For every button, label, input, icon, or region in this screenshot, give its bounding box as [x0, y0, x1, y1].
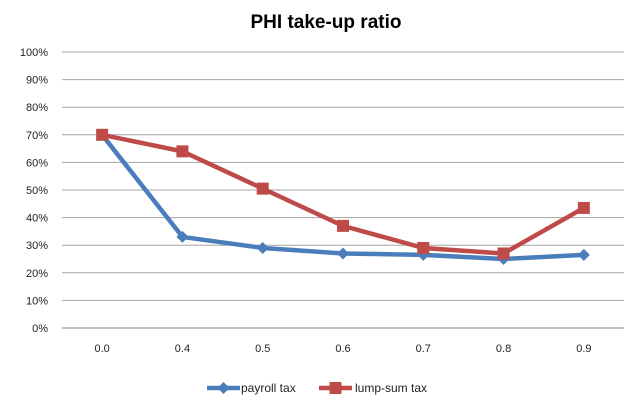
- chart-title: PHI take-up ratio: [251, 12, 402, 33]
- legend-marker: [329, 382, 342, 394]
- data-point: [256, 182, 269, 195]
- y-tick-label: 90%: [26, 75, 48, 87]
- legend-marker: [217, 382, 230, 394]
- y-tick-label: 0%: [32, 323, 48, 335]
- data-point: [337, 247, 349, 260]
- data-point: [417, 241, 430, 254]
- x-tick-label: 0.9: [576, 343, 591, 355]
- data-point: [96, 128, 109, 141]
- data-point: [577, 248, 590, 261]
- series-line: [99, 132, 587, 262]
- y-tick-label: 30%: [26, 240, 48, 252]
- legend-label: payroll tax: [241, 381, 296, 395]
- data-point: [256, 241, 269, 254]
- data-point: [176, 145, 189, 158]
- gridlines: [62, 51, 624, 329]
- legend-item: payroll tax: [207, 381, 296, 395]
- series-line: [99, 132, 587, 256]
- y-tick-label: 20%: [26, 268, 48, 280]
- y-tick-label: 70%: [26, 130, 48, 142]
- y-tick-label: 60%: [26, 157, 48, 169]
- x-tick-label: 0.4: [175, 343, 190, 355]
- data-point: [497, 247, 510, 260]
- y-tick-label: 40%: [26, 213, 48, 225]
- x-tick-label: 0.7: [416, 343, 431, 355]
- legend: payroll tax lump-sum tax: [207, 381, 427, 395]
- data-point: [176, 230, 189, 243]
- y-tick-label: 80%: [26, 102, 48, 114]
- x-tick-label: 0.5: [255, 343, 270, 355]
- series-1: [96, 128, 590, 260]
- series-lines: [96, 128, 590, 265]
- x-tick-label: 0.0: [94, 343, 109, 355]
- x-axis-ticks: 0.0 0.4 0.5 0.6 0.7 0.8 0.9: [94, 343, 591, 355]
- data-point: [337, 219, 349, 232]
- legend-label: lump-sum tax: [355, 381, 427, 395]
- y-tick-label: 100%: [20, 47, 48, 59]
- x-tick-label: 0.6: [335, 343, 350, 355]
- y-tick-label: 50%: [26, 185, 48, 197]
- x-tick-label: 0.8: [496, 343, 511, 355]
- legend-item: lump-sum tax: [319, 381, 427, 395]
- y-axis-ticks: 0% 10% 20% 30% 40% 50% 60% 70% 80% 90% 100%: [20, 47, 48, 335]
- y-tick-label: 10%: [26, 295, 48, 307]
- data-point: [577, 201, 590, 214]
